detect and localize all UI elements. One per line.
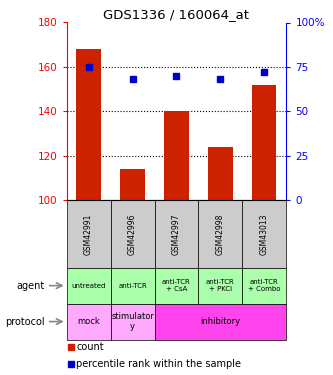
Text: anti-TCR: anti-TCR [118,283,147,289]
Text: GSM42998: GSM42998 [216,213,225,255]
Bar [155,268,198,304]
Text: mock: mock [77,317,100,326]
Bar [208,147,232,200]
Text: GSM42996: GSM42996 [128,213,137,255]
Bar [155,304,286,339]
Text: GSM42991: GSM42991 [84,213,93,255]
Bar [111,200,155,268]
Bar [111,268,155,304]
Bar [67,304,111,339]
Bar [252,85,276,200]
Text: GSM43013: GSM43013 [260,213,269,255]
Text: inhibitory: inhibitory [200,317,240,326]
Bar [198,200,242,268]
Text: anti-TCR
+ PKCi: anti-TCR + PKCi [206,279,235,292]
Text: count: count [77,342,104,351]
Bar [111,304,155,339]
Bar [155,200,198,268]
Bar [198,268,242,304]
Bar [67,200,111,268]
Text: percentile rank within the sample: percentile rank within the sample [77,359,241,369]
Title: GDS1336 / 160064_at: GDS1336 / 160064_at [104,8,249,21]
Text: protocol: protocol [5,316,45,327]
Bar [67,268,111,304]
Bar [165,111,188,200]
Text: agent: agent [16,280,45,291]
Bar [242,200,286,268]
Bar [121,169,145,200]
Text: anti-TCR
+ CsA: anti-TCR + CsA [162,279,191,292]
Text: untreated: untreated [71,283,106,289]
Text: anti-TCR
+ Combo: anti-TCR + Combo [248,279,281,292]
Bar [242,268,286,304]
Text: GSM42997: GSM42997 [172,213,181,255]
Text: stimulator
y: stimulator y [111,312,154,331]
Bar [77,49,101,200]
